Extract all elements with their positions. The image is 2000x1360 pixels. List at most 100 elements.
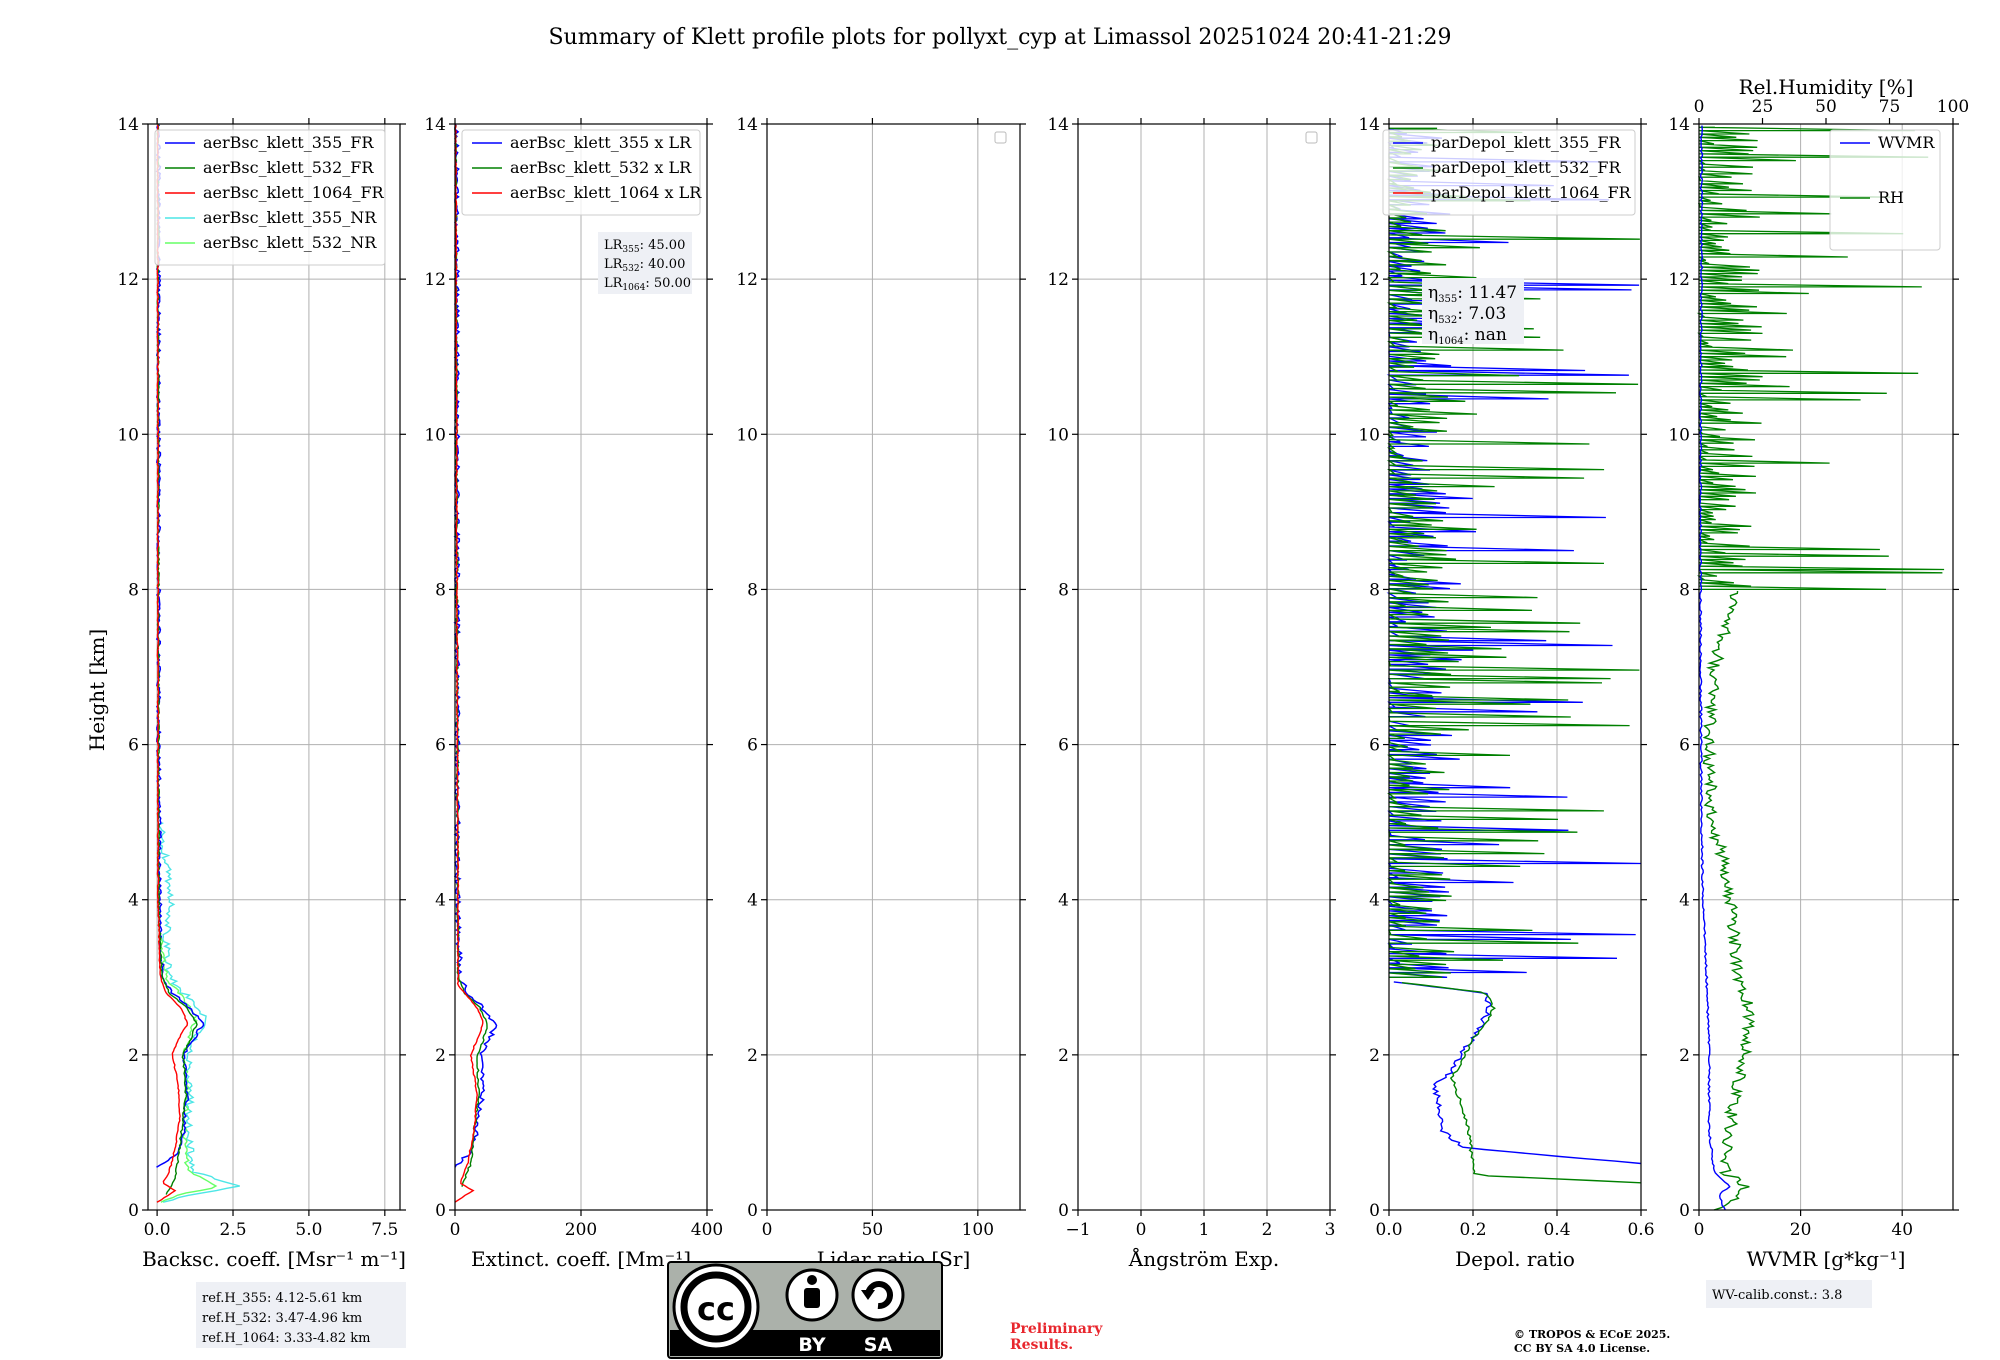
y-tick-label: 12 — [424, 270, 446, 290]
y-tick-label: 6 — [128, 736, 139, 756]
y-tick-label: 4 — [435, 891, 446, 911]
y-tick-label: 0 — [1679, 1201, 1690, 1221]
lr355-value: 45.00 — [648, 238, 685, 253]
line-bsc-532-nr — [158, 938, 218, 1203]
legend-label-wv: RH — [1878, 188, 1904, 207]
y-tick-label: 8 — [435, 580, 446, 600]
x-tick-label: 2.5 — [219, 1220, 246, 1240]
eta1064-label: η1064: nan — [1428, 325, 1507, 347]
legend-box-ext — [461, 129, 701, 216]
legend-label-bsc: aerBsc_klett_355_FR — [203, 133, 374, 152]
y-tick-label: 2 — [128, 1046, 139, 1066]
y-tick-label: 14 — [1358, 115, 1380, 135]
y-axis-label: Height [km] — [85, 629, 109, 751]
y-tick-label: 12 — [1668, 270, 1690, 290]
empty-legend-lr — [994, 131, 1007, 144]
ref-height-box: ref.H_355: 4.12-5.61 km ref.H_532: 3.47-… — [196, 1282, 406, 1348]
y-tick-label: 8 — [1679, 580, 1690, 600]
y-tick-label: 4 — [1679, 891, 1690, 911]
axes-frame-lr — [766, 123, 1021, 1211]
x-tick-label: 0.4 — [1543, 1220, 1570, 1240]
y-tick-label: 6 — [1058, 736, 1069, 756]
eta532-value: 7.03 — [1468, 304, 1506, 324]
y-tick-label: 10 — [424, 425, 446, 445]
y-tick-label: 12 — [117, 270, 139, 290]
legend-box-bsc — [154, 129, 386, 266]
legend-label-bsc: aerBsc_klett_1064_FR — [203, 183, 385, 202]
y-tick-label: 4 — [1369, 891, 1380, 911]
sa-text: SA — [864, 1334, 893, 1356]
eta1064-value: nan — [1475, 325, 1507, 345]
line-ext-532 — [454, 125, 488, 1187]
line-depol-355 — [1393, 981, 1642, 1165]
top-tick-label: 0 — [1694, 97, 1705, 117]
preliminary-line-2: Results. — [1010, 1337, 1073, 1353]
y-tick-label: 4 — [1058, 891, 1069, 911]
y-tick-label: 0 — [435, 1201, 446, 1221]
y-tick-label: 14 — [424, 115, 446, 135]
y-tick-label: 8 — [1058, 580, 1069, 600]
x-tick-label: 2 — [1262, 1220, 1273, 1240]
axes-frame-depol — [1388, 123, 1642, 1211]
top-tick-label: 25 — [1752, 97, 1774, 117]
y-tick-label: 2 — [747, 1046, 758, 1066]
y-tick-label: 2 — [1058, 1046, 1069, 1066]
copyright-line-1: © TROPOS & ECoE 2025. — [1514, 1328, 1670, 1341]
by-text: BY — [798, 1334, 825, 1356]
empty-legend-ang — [1305, 131, 1318, 144]
y-tick-label: 14 — [736, 115, 758, 135]
legend-label-bsc: aerBsc_klett_532_FR — [203, 158, 374, 177]
y-tick-label: 2 — [1369, 1046, 1380, 1066]
ref-h-1064: ref.H_1064: 3.33-4.82 km — [202, 1331, 370, 1346]
line-rh — [1701, 590, 1756, 1211]
top-axis-label: Rel.Humidity [%] — [1739, 75, 1914, 99]
y-tick-label: 10 — [736, 425, 758, 445]
ref-h-355: ref.H_355: 4.12-5.61 km — [202, 1291, 362, 1306]
x-tick-label: 200 — [565, 1220, 597, 1240]
x-tick-label: 0.6 — [1627, 1220, 1654, 1240]
x-tick-label: 100 — [962, 1220, 994, 1240]
top-tick-label: 50 — [1815, 97, 1837, 117]
y-tick-label: 8 — [128, 580, 139, 600]
legend-label-depol: parDepol_klett_532_FR — [1431, 158, 1622, 177]
wv-calib-text: WV-calib.const.: 3.8 — [1712, 1288, 1842, 1303]
line-bsc-355-fr — [155, 124, 205, 1168]
lr1064-label: LR1064: 50.00 — [604, 276, 691, 293]
legend-label-bsc: aerBsc_klett_532_NR — [203, 233, 377, 252]
legend-label-ext: aerBsc_klett_532 x LR — [510, 158, 692, 177]
lidar-ratio-info-box: LR355: 45.00 LR532: 40.00 LR1064: 50.00 — [598, 232, 692, 294]
y-tick-label: 0 — [1369, 1201, 1380, 1221]
legend-label-depol: parDepol_klett_1064_FR — [1431, 183, 1632, 202]
y-tick-label: 4 — [128, 891, 139, 911]
lr1064-value: 50.00 — [654, 276, 691, 291]
spikes-depol-355 — [1386, 128, 1641, 978]
x-axis-label-depol: Depol. ratio — [1455, 1247, 1575, 1271]
y-tick-label: 0 — [128, 1201, 139, 1221]
x-tick-label: 3 — [1325, 1220, 1336, 1240]
eta355-value: 11.47 — [1468, 283, 1517, 303]
cc-license-badge: cc BY SA — [667, 1261, 943, 1359]
x-axis-label-bsc: Backsc. coeff. [Msr⁻¹ m⁻¹] — [142, 1247, 406, 1271]
y-tick-label: 2 — [435, 1046, 446, 1066]
line-ext-355 — [453, 124, 498, 1168]
y-tick-label: 0 — [1058, 1201, 1069, 1221]
legend-label-ext: aerBsc_klett_1064 x LR — [510, 183, 702, 202]
y-tick-label: 6 — [1679, 736, 1690, 756]
y-tick-label: 4 — [747, 891, 758, 911]
x-tick-label: 0 — [762, 1220, 773, 1240]
y-tick-label: 12 — [736, 270, 758, 290]
axes-frame-wv — [1698, 123, 1954, 1211]
axes-frame-bsc — [147, 123, 401, 1211]
x-tick-label: 50 — [862, 1220, 884, 1240]
y-tick-label: 8 — [747, 580, 758, 600]
copyright-line-2: CC BY SA 4.0 License. — [1514, 1342, 1650, 1355]
figure-title: Summary of Klett profile plots for polly… — [548, 25, 1451, 50]
lr355-label: LR355: 45.00 — [604, 238, 685, 255]
y-tick-label: 6 — [747, 736, 758, 756]
y-tick-label: 14 — [1668, 115, 1690, 135]
y-tick-label: 6 — [435, 736, 446, 756]
y-tick-label: 14 — [1047, 115, 1069, 135]
x-tick-label: 1 — [1199, 1220, 1210, 1240]
